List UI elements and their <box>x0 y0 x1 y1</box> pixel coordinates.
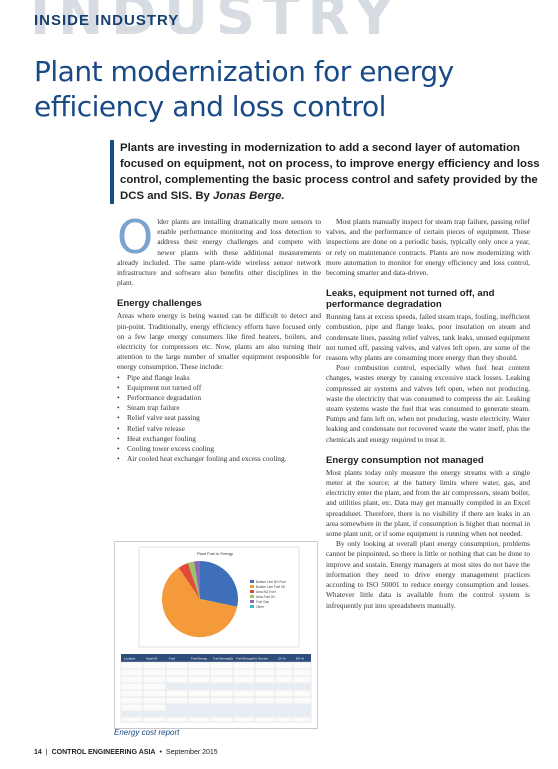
subhead-leaks: Leaks, equipment not turned off, and per… <box>326 288 495 311</box>
subhead-energy-not-managed: Energy consumption not managed <box>326 454 484 466</box>
table-header-cell: Fuel Energy($) <box>213 657 233 661</box>
table-header-cell: Fuel <box>169 657 175 661</box>
legend-swatch <box>250 580 254 583</box>
chart-legend: Bottom Line NG Fuel Bottom Line Fuel Oil… <box>250 580 286 609</box>
intro-text: lder plants are installing dramatically … <box>117 217 321 288</box>
pie-slice <box>188 561 200 599</box>
footer-separator: | <box>45 749 48 756</box>
table-header-cell: Eff. % <box>296 657 304 661</box>
table-header-cell: Fuel Energy <box>191 657 208 661</box>
table-header-cell: Asset ID <box>146 657 158 661</box>
legend-label: Area NG Fuel <box>256 590 276 594</box>
pie-slice <box>161 567 238 638</box>
leaks-paragraph-2: Poor combustion control, especially when… <box>326 363 530 444</box>
unmanaged-paragraph-2: By only looking at overall plant energy … <box>326 539 530 610</box>
bullet-item: Relief valve release <box>117 424 321 434</box>
chart-title: Plant Fuel in Energy <box>197 551 233 556</box>
energy-report-graphic: Plant Fuel in Energy Bottom Line NG Fuel… <box>120 546 312 723</box>
byline: Jonas Berge. <box>213 190 285 202</box>
bullet-item: Pipe and flange leaks <box>117 373 321 383</box>
banner-watermark-text: INDUSTRY <box>30 0 402 34</box>
bullet-item: Heat exchanger fouling <box>117 434 321 444</box>
report-table: Location Asset ID Fuel Fuel Energy Fuel … <box>120 654 312 723</box>
drop-cap: O <box>117 210 154 264</box>
section-label: INSIDE INDUSTRY <box>34 12 180 29</box>
legend-label: Bottom Line Fuel Oil <box>256 585 285 589</box>
bullet-item: Air cooled heat exchanger fouling and ex… <box>117 454 321 464</box>
section-banner: INDUSTRY INSIDE INDUSTRY <box>0 0 558 34</box>
legend-label: Bottom Line NG Fuel <box>256 580 286 584</box>
publication-name: CONTROL ENGINEERING ASIA <box>51 749 156 756</box>
legend-label: Other <box>256 605 265 609</box>
bullet-item: Performance degradation <box>117 393 321 403</box>
energy-paragraph: Areas where energy is being wasted can b… <box>117 311 321 372</box>
page-number: 14 <box>34 749 42 756</box>
table-header-cell: Std dev <box>258 657 269 661</box>
legend-swatch <box>250 595 254 598</box>
bullet-item: Equipment not turned off <box>117 383 321 393</box>
legend-label: Area Fuel Oil <box>256 595 275 599</box>
bullet-item: Cooling tower excess cooling <box>117 444 321 454</box>
bullet-item: Steam trap failure <box>117 403 321 413</box>
table-total-rows <box>121 683 311 717</box>
leaks-paragraph-1: Running fans at excess speeds, failed st… <box>326 312 530 363</box>
table-header-cell: CV % <box>278 657 286 661</box>
bullet-item: Relief valve seat passing <box>117 413 321 423</box>
pie-slice <box>178 563 200 599</box>
subhead-energy-challenges: Energy challenges <box>117 298 202 310</box>
deck-text: Plants are investing in modernization to… <box>120 142 540 202</box>
issue-date: September 2015 <box>165 749 218 756</box>
unmanaged-paragraph-1: Most plants today only measure the energ… <box>326 467 530 539</box>
legend-swatch <box>250 600 254 603</box>
table-header-cell: Location <box>124 657 136 661</box>
pie-slice <box>200 561 238 607</box>
article-headline: Plant modernization for energy efficienc… <box>34 55 454 123</box>
legend-swatch <box>250 590 254 593</box>
energy-cost-report-figure: Plant Fuel in Energy Bottom Line NG Fuel… <box>114 541 318 729</box>
pie-slice <box>194 561 200 599</box>
energy-bullet-list: Pipe and flange leaks Equipment not turn… <box>117 373 321 465</box>
table-header-cell: Fuel Energy(%) <box>236 657 257 661</box>
figure-caption: Energy cost report <box>114 728 180 737</box>
article-deck: Plants are investing in modernization to… <box>110 140 540 204</box>
inspection-paragraph: Most plants manually inspect for steam t… <box>326 217 530 278</box>
footer-separator: • <box>159 749 162 756</box>
table-header-row <box>121 654 311 662</box>
legend-swatch <box>250 605 254 608</box>
legend-label: Fuel Gas <box>256 600 269 604</box>
article-column-right: Most plants manually inspect for steam t… <box>326 217 530 611</box>
page-footer: 14 | CONTROL ENGINEERING ASIA • September 20… <box>34 749 218 756</box>
legend-swatch <box>250 585 254 588</box>
